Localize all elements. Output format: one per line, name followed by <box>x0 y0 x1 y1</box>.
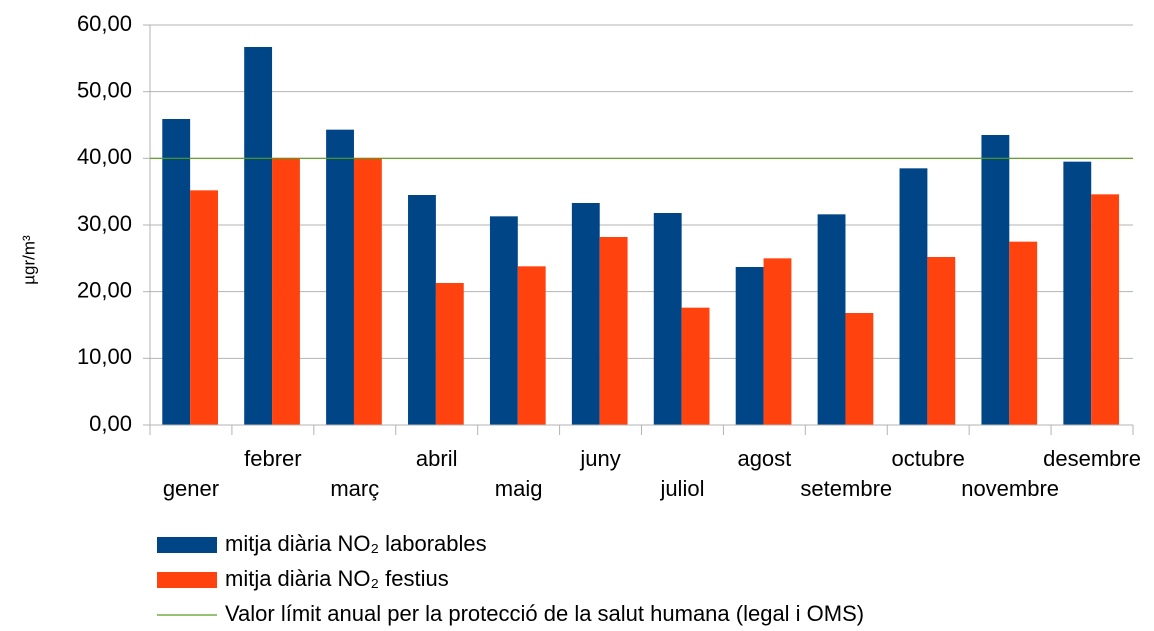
x-tick-label: abril <box>416 446 458 471</box>
x-tick-label: gener <box>163 476 219 501</box>
x-tick-label: desembre <box>1043 446 1141 471</box>
x-tick-label: novembre <box>961 476 1059 501</box>
bar <box>763 258 792 425</box>
x-tick-label: setembre <box>800 476 892 501</box>
bar <box>326 129 354 425</box>
bar <box>272 158 300 426</box>
x-tick-label: maig <box>495 476 543 501</box>
bar <box>981 135 1010 425</box>
bar <box>735 267 764 425</box>
legend-label: mitja diària NO₂ festius <box>225 566 449 591</box>
legend-swatch <box>157 537 217 553</box>
x-tick-label: març <box>330 476 379 501</box>
bar <box>435 283 464 425</box>
x-tick-label: juny <box>579 446 620 471</box>
bar <box>899 168 928 426</box>
bar <box>817 214 846 425</box>
x-tick-label: agost <box>737 446 791 471</box>
bar <box>845 313 874 425</box>
y-tick-label: 0,00 <box>89 411 132 436</box>
y-tick-label: 60,00 <box>77 11 132 36</box>
bar <box>599 237 628 425</box>
bar <box>927 257 956 425</box>
bar <box>162 119 191 425</box>
legend-label: Valor límit anual per la protecció de la… <box>225 601 864 626</box>
bar <box>653 213 682 425</box>
y-tick-label: 20,00 <box>77 277 132 302</box>
y-tick-label: 30,00 <box>77 211 132 236</box>
bar <box>517 266 546 425</box>
bar <box>353 158 382 426</box>
y-tick-label: 40,00 <box>77 144 132 169</box>
bar <box>244 47 273 425</box>
x-tick-label: octubre <box>892 446 965 471</box>
bar <box>408 195 436 425</box>
bar <box>1091 194 1120 425</box>
bar <box>571 203 600 425</box>
bar <box>190 190 218 425</box>
bar <box>1009 241 1038 425</box>
legend-label: mitja diària NO₂ laborables <box>225 531 487 556</box>
y-tick-label: 10,00 <box>77 344 132 369</box>
y-axis-label: µgr/m³ <box>19 235 38 285</box>
y-tick-label: 50,00 <box>77 77 132 102</box>
x-tick-label: juliol <box>659 476 704 501</box>
bar <box>1063 161 1092 425</box>
x-tick-label: febrer <box>244 446 301 471</box>
legend-swatch <box>157 572 217 588</box>
bar <box>681 307 710 425</box>
bar <box>489 216 518 425</box>
